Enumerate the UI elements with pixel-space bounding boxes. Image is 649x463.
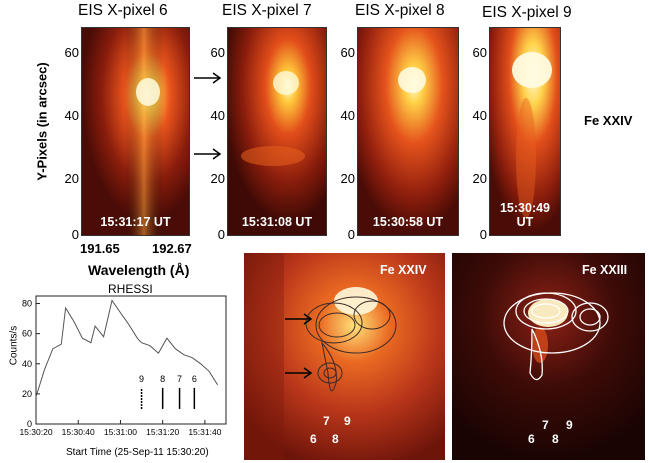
ytick-p8-40: 40	[340, 108, 355, 123]
arrow-icon-lower	[194, 148, 222, 160]
ytick-p7-60: 60	[210, 45, 225, 60]
ytick-p9-20: 20	[472, 171, 487, 186]
wavelength-max: 192.67	[152, 241, 192, 256]
fe-xxiii-map: Fe XXIII 7 9 6 8	[452, 253, 645, 460]
eis-time-6: 15:31:17 UT	[100, 215, 171, 229]
ytick-p7-20: 20	[210, 171, 225, 186]
rhessi-marker-label: 7	[177, 374, 182, 384]
rhessi-ytick-label: 60	[22, 329, 32, 339]
rhessi-marker-label: 8	[160, 374, 165, 384]
fe-xxiv-num-7: 7	[323, 414, 330, 428]
wavelength-min: 191.65	[80, 241, 120, 256]
fe-xxiv-map-label: Fe XXIV	[380, 263, 427, 277]
ytick-p8-0: 0	[347, 227, 355, 242]
rhessi-xtick-label: 15:31:40	[188, 427, 221, 437]
rhessi-xtick-label: 15:31:20	[146, 427, 179, 437]
rhessi-ytick-label: 80	[22, 299, 32, 309]
fe-xxiii-num-6: 6	[528, 432, 535, 446]
eis-panel-title-9: EIS X-pixel 9	[482, 4, 572, 21]
ytick-p8-20: 20	[340, 171, 355, 186]
ytick-p9-0: 0	[479, 227, 487, 242]
eis-image-pixel-6: 15:31:17 UT	[81, 27, 190, 236]
arrow-icon-map-upper	[285, 313, 313, 325]
rhessi-xlabel: Start Time (25-Sep-11 15:30:20)	[66, 447, 209, 458]
rhessi-ytick-label: 0	[27, 419, 32, 429]
rhessi-ytick-label: 20	[22, 389, 32, 399]
fe-xxiv-num-9: 9	[344, 414, 351, 428]
arrow-icon-map-lower	[285, 367, 313, 379]
x-axis-label: Wavelength (Å)	[88, 262, 190, 278]
fe-xxiv-map: Fe XXIV 7 9 6 8	[244, 253, 445, 460]
rhessi-ytick-label: 40	[22, 359, 32, 369]
eis-image-pixel-9: 15:30:49 UT	[489, 27, 561, 236]
rhessi-xtick-label: 15:30:20	[19, 427, 52, 437]
rhessi-marker-label: 6	[192, 374, 197, 384]
rhessi-xtick-label: 15:31:00	[104, 427, 137, 437]
ytick-p9-40: 40	[472, 108, 487, 123]
rhessi-title: RHESSI	[108, 282, 153, 296]
ytick-p7-0: 0	[217, 227, 225, 242]
eis-panel-title-6: EIS X-pixel 6	[78, 2, 168, 19]
eis-time-8: 15:30:58 UT	[372, 215, 444, 229]
eis-panel-title-8: EIS X-pixel 8	[355, 2, 445, 19]
ytick-p7-40: 40	[210, 108, 225, 123]
ytick-p6-40: 40	[64, 108, 79, 123]
rhessi-plot-frame	[35, 295, 227, 425]
eis-time-7: 15:31:08 UT	[241, 215, 313, 229]
ytick-p9-60: 60	[472, 45, 487, 60]
rhessi-series-line	[35, 299, 219, 398]
rhessi-marker-label: 9	[139, 374, 144, 384]
rhessi-xtick-label: 15:30:40	[62, 427, 95, 437]
fe-xxiii-map-label: Fe XXIII	[582, 263, 628, 277]
eis-time-9: 15:30:49 UT	[499, 201, 551, 229]
ytick-p6-20: 20	[64, 171, 79, 186]
ytick-p6-0: 0	[71, 227, 79, 242]
fe-xxiii-num-9: 9	[566, 418, 573, 432]
fe-xxiii-num-7: 7	[542, 418, 549, 432]
eis-image-pixel-7: 15:31:08 UT	[227, 27, 327, 236]
ytick-p8-60: 60	[340, 45, 355, 60]
fe-xxiii-num-8: 8	[552, 432, 559, 446]
eis-panel-title-7: EIS X-pixel 7	[222, 2, 312, 19]
fe-xxiv-num-6: 6	[310, 432, 317, 446]
y-axis-label: Y-Pixels (in arcsec)	[34, 62, 50, 181]
line-label-fe-xxiv: Fe XXIV	[584, 113, 633, 128]
arrow-icon-upper	[194, 72, 222, 84]
rhessi-chart: 0 20 40 60 80 15:30:20 15:30:40 15:31:00 15:31:2…	[19, 295, 227, 437]
ytick-p6-60: 60	[64, 45, 79, 60]
eis-image-pixel-8: 15:30:58 UT	[357, 27, 459, 236]
fe-xxiv-num-8: 8	[332, 432, 339, 446]
